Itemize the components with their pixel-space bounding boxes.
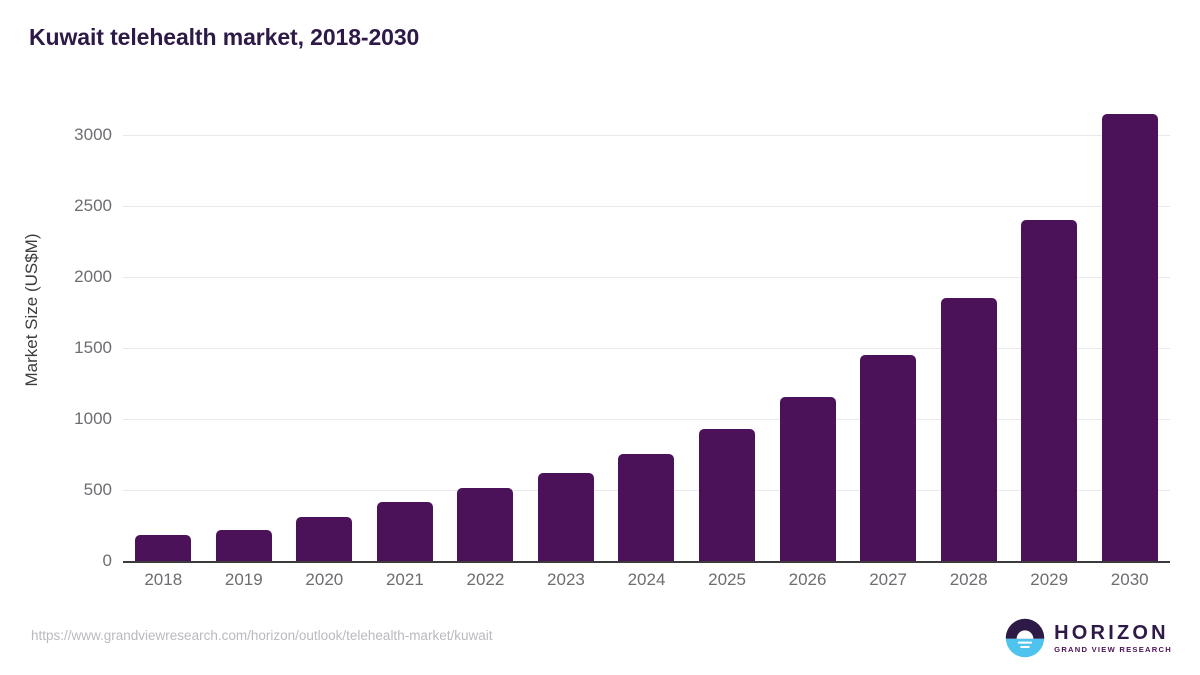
bar[interactable] — [135, 535, 192, 561]
bar-slot — [123, 135, 204, 561]
logo-wordmark: HORIZON — [1054, 621, 1169, 644]
horizon-sunrise-circle-icon — [1005, 618, 1045, 658]
x-axis-tick-label: 2022 — [466, 570, 505, 589]
bar[interactable] — [1101, 113, 1158, 561]
gridline — [123, 135, 1170, 136]
gridline — [123, 206, 1170, 207]
bar[interactable] — [296, 516, 353, 561]
y-axis-tick-label: 2500 — [74, 196, 112, 215]
y-axis-title: Market Size (US$M) — [22, 233, 41, 387]
x-axis-tick-label: 2024 — [627, 570, 666, 589]
x-axis-tick-label: 2029 — [1030, 570, 1069, 589]
logo-text: HORIZON GRAND VIEW RESEARCH — [1054, 623, 1172, 654]
source-url[interactable]: https://www.grandviewresearch.com/horizo… — [31, 628, 493, 643]
gridline — [123, 277, 1170, 278]
horizon-logo[interactable]: HORIZON GRAND VIEW RESEARCH — [1005, 617, 1172, 659]
y-axis-tick-label: 2000 — [74, 267, 112, 286]
bar[interactable] — [618, 454, 675, 561]
y-axis-tick-label: 0 — [102, 551, 112, 570]
bar-slot — [687, 135, 768, 561]
x-axis-tick-label: 2019 — [224, 570, 263, 589]
y-axis-tick-label: 1000 — [74, 409, 112, 428]
x-axis-tick-label: 2025 — [708, 570, 746, 589]
bar[interactable] — [1021, 219, 1078, 561]
x-axis-tick-label: 2028 — [949, 570, 988, 589]
bar-slot — [848, 135, 929, 561]
y-axis-tick-labels: 0 500 1000 1500 2000 2500 3000 — [0, 125, 112, 570]
y-axis-tick-label: 1500 — [74, 338, 112, 357]
axis-baseline — [123, 561, 1170, 563]
bar[interactable] — [457, 488, 514, 561]
x-axis-tick-label: 2023 — [547, 570, 585, 589]
x-axis-tick-label: 2021 — [385, 570, 424, 589]
x-axis-tick-label: 2018 — [144, 570, 183, 589]
gridline — [123, 419, 1170, 420]
bar-slot — [606, 135, 687, 561]
bar-slot — [1009, 135, 1090, 561]
bar[interactable] — [215, 529, 272, 561]
x-axis-tick-label: 2026 — [788, 570, 827, 589]
gridline — [123, 348, 1170, 349]
y-axis-tick-label: 3000 — [74, 125, 112, 144]
bar[interactable] — [940, 297, 997, 561]
logo-tagline: GRAND VIEW RESEARCH — [1054, 644, 1172, 654]
bar[interactable] — [376, 502, 433, 561]
bar[interactable] — [779, 397, 836, 561]
x-axis-tick-labels: 2018 2019 2020 2021 2022 2023 2024 2025 2026 2027… — [123, 570, 1170, 600]
bar-slot — [928, 135, 1009, 561]
y-axis-tick-label: 500 — [83, 480, 112, 499]
bar-slot — [204, 135, 285, 561]
bar[interactable] — [537, 472, 594, 561]
bar-slot — [365, 135, 446, 561]
page-title: Kuwait telehealth market, 2018-2030 — [29, 24, 420, 50]
bar-slot — [445, 135, 526, 561]
bar-slot — [284, 135, 365, 561]
bar-slot — [526, 135, 607, 561]
bar[interactable] — [860, 355, 917, 561]
x-axis-tick-label: 2020 — [305, 570, 344, 589]
bar-slot — [767, 135, 848, 561]
x-axis-tick-label: 2027 — [869, 570, 908, 589]
bar[interactable] — [699, 429, 756, 561]
bar-series — [123, 113, 1170, 561]
x-axis-tick-label: 2030 — [1110, 570, 1149, 589]
bar-slot — [1089, 113, 1170, 561]
